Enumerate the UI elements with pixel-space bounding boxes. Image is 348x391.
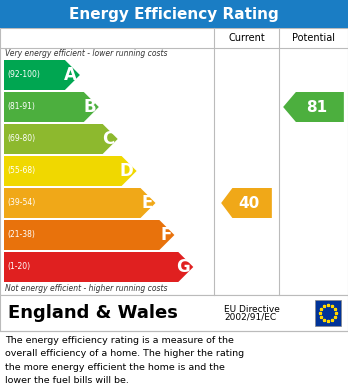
Text: Current: Current xyxy=(228,33,265,43)
Text: lower the fuel bills will be.: lower the fuel bills will be. xyxy=(5,376,129,385)
Bar xyxy=(0,28,348,295)
Text: (39-54): (39-54) xyxy=(7,199,35,208)
Text: The energy efficiency rating is a measure of the: The energy efficiency rating is a measur… xyxy=(5,336,234,345)
Text: Potential: Potential xyxy=(292,33,335,43)
Text: Not energy efficient - higher running costs: Not energy efficient - higher running co… xyxy=(5,284,167,293)
Text: 40: 40 xyxy=(239,196,260,210)
Text: (81-91): (81-91) xyxy=(7,102,35,111)
Text: (92-100): (92-100) xyxy=(7,70,40,79)
Polygon shape xyxy=(283,92,344,122)
Text: 81: 81 xyxy=(306,99,327,115)
Text: Very energy efficient - lower running costs: Very energy efficient - lower running co… xyxy=(5,50,167,59)
Bar xyxy=(315,300,341,326)
Polygon shape xyxy=(4,60,80,90)
Text: F: F xyxy=(160,226,172,244)
Text: (1-20): (1-20) xyxy=(7,262,30,271)
Text: (69-80): (69-80) xyxy=(7,135,35,143)
Text: EU Directive: EU Directive xyxy=(224,305,280,314)
Bar xyxy=(0,295,348,331)
Text: D: D xyxy=(120,162,134,180)
Polygon shape xyxy=(4,156,137,186)
Text: E: E xyxy=(141,194,152,212)
Text: the more energy efficient the home is and the: the more energy efficient the home is an… xyxy=(5,362,225,371)
Text: Energy Efficiency Rating: Energy Efficiency Rating xyxy=(69,7,279,22)
Text: B: B xyxy=(83,98,96,116)
Polygon shape xyxy=(4,220,174,250)
Text: A: A xyxy=(64,66,77,84)
Text: overall efficiency of a home. The higher the rating: overall efficiency of a home. The higher… xyxy=(5,349,244,358)
Text: G: G xyxy=(176,258,190,276)
Text: (55-68): (55-68) xyxy=(7,167,35,176)
Text: England & Wales: England & Wales xyxy=(8,304,178,322)
Text: C: C xyxy=(102,130,115,148)
Bar xyxy=(0,0,348,28)
Polygon shape xyxy=(4,92,99,122)
Polygon shape xyxy=(221,188,272,218)
Text: (21-38): (21-38) xyxy=(7,231,35,240)
Polygon shape xyxy=(4,124,118,154)
Polygon shape xyxy=(4,252,193,282)
Text: 2002/91/EC: 2002/91/EC xyxy=(224,312,276,321)
Polygon shape xyxy=(4,188,156,218)
